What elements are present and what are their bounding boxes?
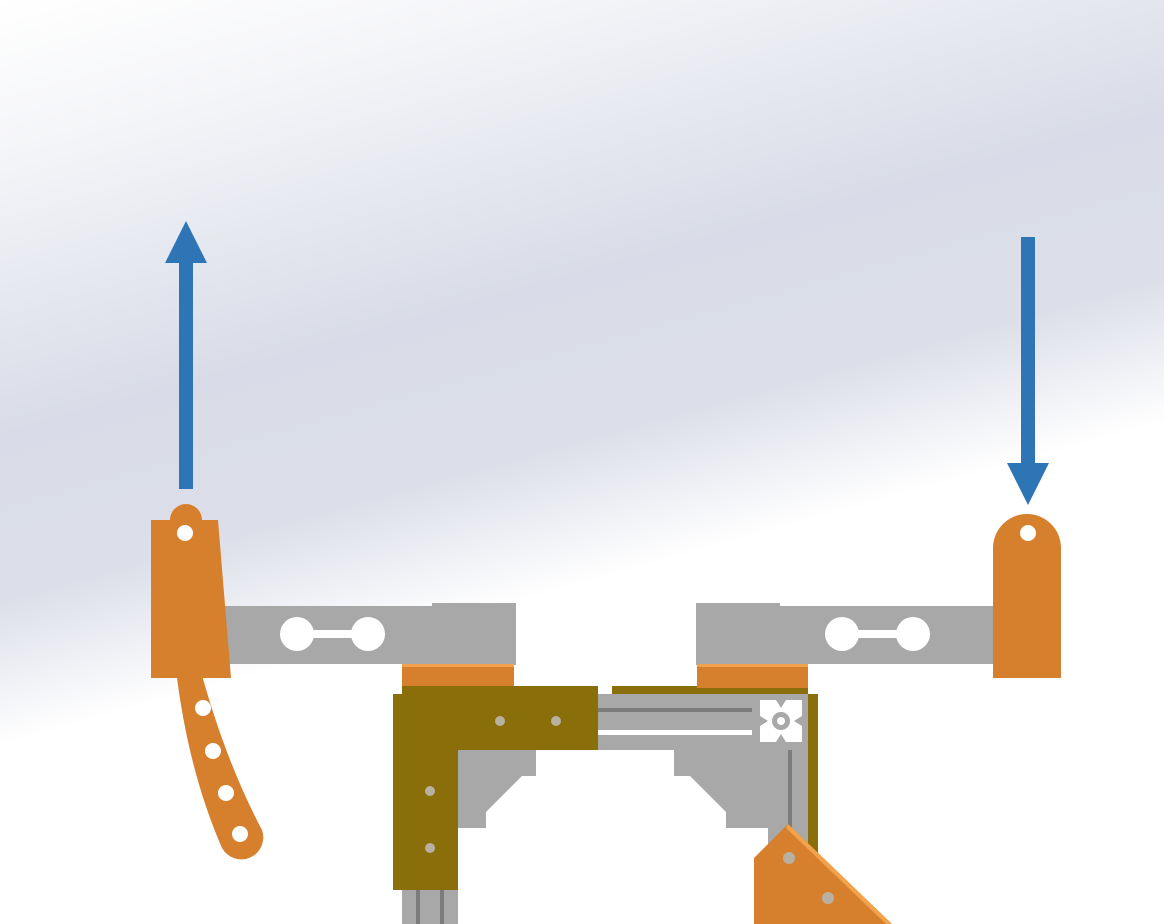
center-horizontal-extrusion (598, 686, 808, 750)
left-gray-link (220, 603, 516, 665)
right-rocker-plate (993, 514, 1061, 678)
right-gray-link (696, 603, 998, 665)
down-arrow-icon (1007, 237, 1049, 505)
olive-l-bracket (393, 686, 598, 890)
right-mount-strip (697, 664, 808, 688)
left-rocker-plate (151, 504, 231, 678)
left-curved-lever (176, 668, 264, 860)
up-arrow-icon (165, 221, 207, 489)
extrusion-profile-icon (752, 694, 808, 750)
left-mount-strip (402, 664, 514, 688)
left-vertical-extrusion (402, 886, 458, 924)
bottom-triangle-plate (754, 824, 892, 924)
right-gusset (674, 750, 768, 828)
left-gusset (458, 748, 536, 828)
